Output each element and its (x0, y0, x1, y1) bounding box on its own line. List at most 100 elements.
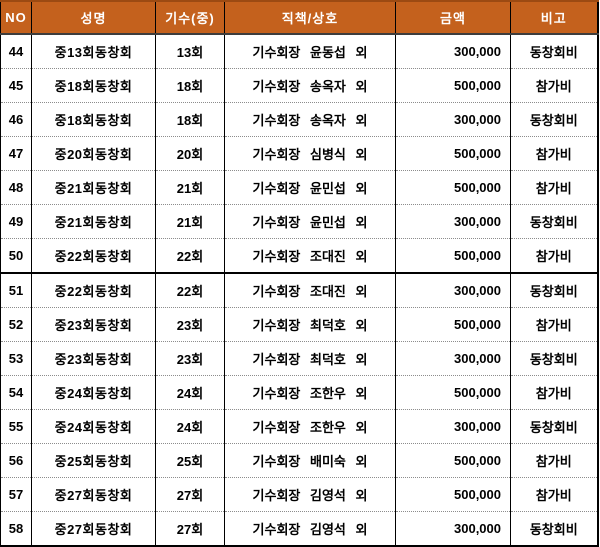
cell-title: 기수회장 윤민섭 외 (224, 204, 396, 239)
cell-amount: 500,000 (395, 307, 511, 342)
cell-no: 51 (0, 272, 32, 308)
cell-title: 기수회장 조대진 외 (224, 238, 396, 273)
cell-title: 기수회장 배미숙 외 (224, 443, 396, 478)
cell-title: 기수회장 최덕호 외 (224, 307, 396, 342)
table-row: 54 중24회동창회 24회 기수회장 조한우 외 500,000 참가비 (0, 375, 598, 410)
cell-amount: 500,000 (395, 443, 511, 478)
cell-amount: 500,000 (395, 68, 511, 103)
cell-note: 동창회비 (510, 204, 598, 239)
table-row: 51 중22회동창회 22회 기수회장 조대진 외 300,000 동창회비 (0, 272, 598, 308)
cell-no: 46 (0, 102, 32, 137)
cell-amount: 500,000 (395, 375, 511, 410)
table-row: 45 중18회동창회 18회 기수회장 송옥자 외 500,000 참가비 (0, 68, 598, 103)
cell-name: 중20회동창회 (31, 136, 156, 171)
cell-no: 45 (0, 68, 32, 103)
cell-no: 50 (0, 238, 32, 273)
table-row: 47 중20회동창회 20회 기수회장 심병식 외 500,000 참가비 (0, 136, 598, 171)
cell-note: 동창회비 (510, 102, 598, 137)
cell-no: 57 (0, 477, 32, 512)
cell-note: 참가비 (510, 170, 598, 205)
cell-no: 53 (0, 341, 32, 376)
table-row: 53 중23회동창회 23회 기수회장 최덕호 외 300,000 동창회비 (0, 341, 598, 376)
table-row: 50 중22회동창회 22회 기수회장 조대진 외 500,000 참가비 (0, 238, 598, 273)
cell-gisu: 24회 (155, 375, 225, 410)
table-body: 44 중13회동창회 13회 기수회장 윤동섭 외 300,000 동창회비 4… (0, 34, 598, 547)
cell-note: 동창회비 (510, 409, 598, 444)
cell-amount: 500,000 (395, 170, 511, 205)
cell-note: 참가비 (510, 443, 598, 478)
cell-name: 중27회동창회 (31, 511, 156, 547)
cell-note: 참가비 (510, 375, 598, 410)
column-header-gisu: 기수(중) (155, 0, 225, 35)
cell-name: 중21회동창회 (31, 170, 156, 205)
cell-amount: 300,000 (395, 341, 511, 376)
cell-amount: 300,000 (395, 34, 511, 69)
cell-name: 중22회동창회 (31, 272, 156, 308)
cell-title: 기수회장 송옥자 외 (224, 68, 396, 103)
cell-no: 52 (0, 307, 32, 342)
cell-title: 기수회장 심병식 외 (224, 136, 396, 171)
cell-amount: 300,000 (395, 272, 511, 308)
cell-no: 44 (0, 34, 32, 69)
cell-amount: 500,000 (395, 136, 511, 171)
cell-amount: 300,000 (395, 102, 511, 137)
column-header-name: 성명 (31, 0, 156, 35)
cell-name: 중21회동창회 (31, 204, 156, 239)
table-row: 52 중23회동창회 23회 기수회장 최덕호 외 500,000 참가비 (0, 307, 598, 342)
cell-amount: 500,000 (395, 238, 511, 273)
cell-gisu: 23회 (155, 307, 225, 342)
cell-note: 동창회비 (510, 511, 598, 547)
cell-gisu: 25회 (155, 443, 225, 478)
cell-no: 48 (0, 170, 32, 205)
cell-gisu: 22회 (155, 272, 225, 308)
cell-title: 기수회장 최덕호 외 (224, 341, 396, 376)
table-row: 46 중18회동창회 18회 기수회장 송옥자 외 300,000 동창회비 (0, 102, 598, 137)
cell-title: 기수회장 송옥자 외 (224, 102, 396, 137)
cell-gisu: 27회 (155, 511, 225, 547)
cell-gisu: 13회 (155, 34, 225, 69)
table-header: NO 성명 기수(중) 직책/상호 금액 비고 (0, 0, 598, 35)
column-header-amount: 금액 (395, 0, 511, 35)
header-row: NO 성명 기수(중) 직책/상호 금액 비고 (0, 0, 598, 35)
cell-title: 기수회장 조한우 외 (224, 375, 396, 410)
table-row: 58 중27회동창회 27회 기수회장 김영석 외 300,000 동창회비 (0, 511, 598, 547)
table-row: 49 중21회동창회 21회 기수회장 윤민섭 외 300,000 동창회비 (0, 204, 598, 239)
cell-gisu: 24회 (155, 409, 225, 444)
cell-amount: 500,000 (395, 477, 511, 512)
cell-no: 56 (0, 443, 32, 478)
cell-name: 중23회동창회 (31, 307, 156, 342)
cell-note: 참가비 (510, 477, 598, 512)
cell-name: 중24회동창회 (31, 375, 156, 410)
cell-title: 기수회장 조대진 외 (224, 272, 396, 308)
cell-title: 기수회장 윤동섭 외 (224, 34, 396, 69)
cell-no: 47 (0, 136, 32, 171)
cell-note: 참가비 (510, 68, 598, 103)
cell-name: 중24회동창회 (31, 409, 156, 444)
cell-gisu: 18회 (155, 68, 225, 103)
cell-title: 기수회장 조한우 외 (224, 409, 396, 444)
table-row: 56 중25회동창회 25회 기수회장 배미숙 외 500,000 참가비 (0, 443, 598, 478)
cell-note: 동창회비 (510, 272, 598, 308)
cell-name: 중25회동창회 (31, 443, 156, 478)
column-header-title: 직책/상호 (224, 0, 396, 35)
column-header-note: 비고 (510, 0, 598, 35)
column-header-no: NO (0, 0, 32, 35)
cell-title: 기수회장 김영석 외 (224, 477, 396, 512)
cell-amount: 300,000 (395, 409, 511, 444)
cell-gisu: 21회 (155, 204, 225, 239)
cell-title: 기수회장 김영석 외 (224, 511, 396, 547)
cell-amount: 300,000 (395, 204, 511, 239)
cell-note: 참가비 (510, 136, 598, 171)
cell-name: 중18회동창회 (31, 68, 156, 103)
cell-no: 49 (0, 204, 32, 239)
cell-note: 동창회비 (510, 341, 598, 376)
table-row: 57 중27회동창회 27회 기수회장 김영석 외 500,000 참가비 (0, 477, 598, 512)
table-row: 44 중13회동창회 13회 기수회장 윤동섭 외 300,000 동창회비 (0, 34, 598, 69)
cell-gisu: 18회 (155, 102, 225, 137)
cell-note: 동창회비 (510, 34, 598, 69)
cell-gisu: 20회 (155, 136, 225, 171)
cell-gisu: 27회 (155, 477, 225, 512)
cell-gisu: 22회 (155, 238, 225, 273)
cell-no: 58 (0, 511, 32, 547)
